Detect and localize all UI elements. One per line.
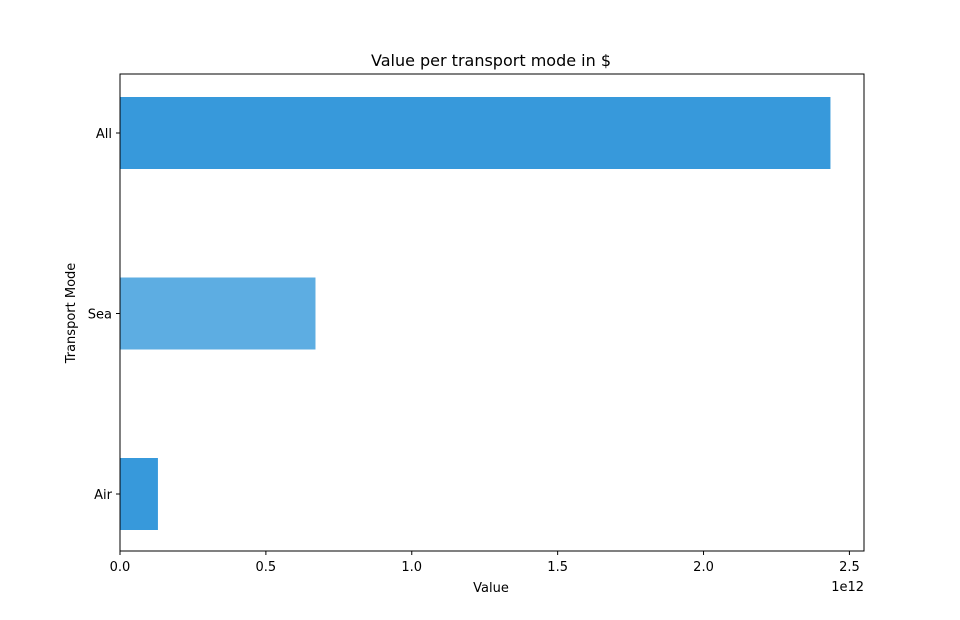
bar-sea	[120, 277, 316, 350]
chart-title: Value per transport mode in $	[371, 51, 611, 70]
x-tick-label: 1.5	[547, 560, 568, 575]
x-tick-label: 0.0	[110, 560, 131, 575]
x-axis-ticks: 0.0 0.5 1.0 1.5 2.0 2.5	[110, 551, 860, 575]
x-tick-label: 1.0	[401, 560, 422, 575]
x-tick-label: 0.5	[256, 560, 277, 575]
x-axis-scale-label: 1e12	[831, 580, 864, 595]
bars-group	[120, 97, 831, 530]
bar-air	[120, 458, 158, 530]
bar-all	[120, 97, 831, 169]
y-tick-label: Air	[94, 488, 113, 503]
x-tick-label: 2.5	[839, 560, 860, 575]
x-tick-label: 2.0	[693, 560, 714, 575]
y-axis-ticks: Air Sea All	[88, 127, 120, 503]
y-tick-label: All	[96, 127, 112, 142]
plot-frame	[119, 73, 865, 552]
x-axis-label: Value	[473, 581, 509, 596]
y-axis-label: Transport Mode	[64, 263, 79, 365]
y-tick-label: Sea	[88, 308, 112, 323]
